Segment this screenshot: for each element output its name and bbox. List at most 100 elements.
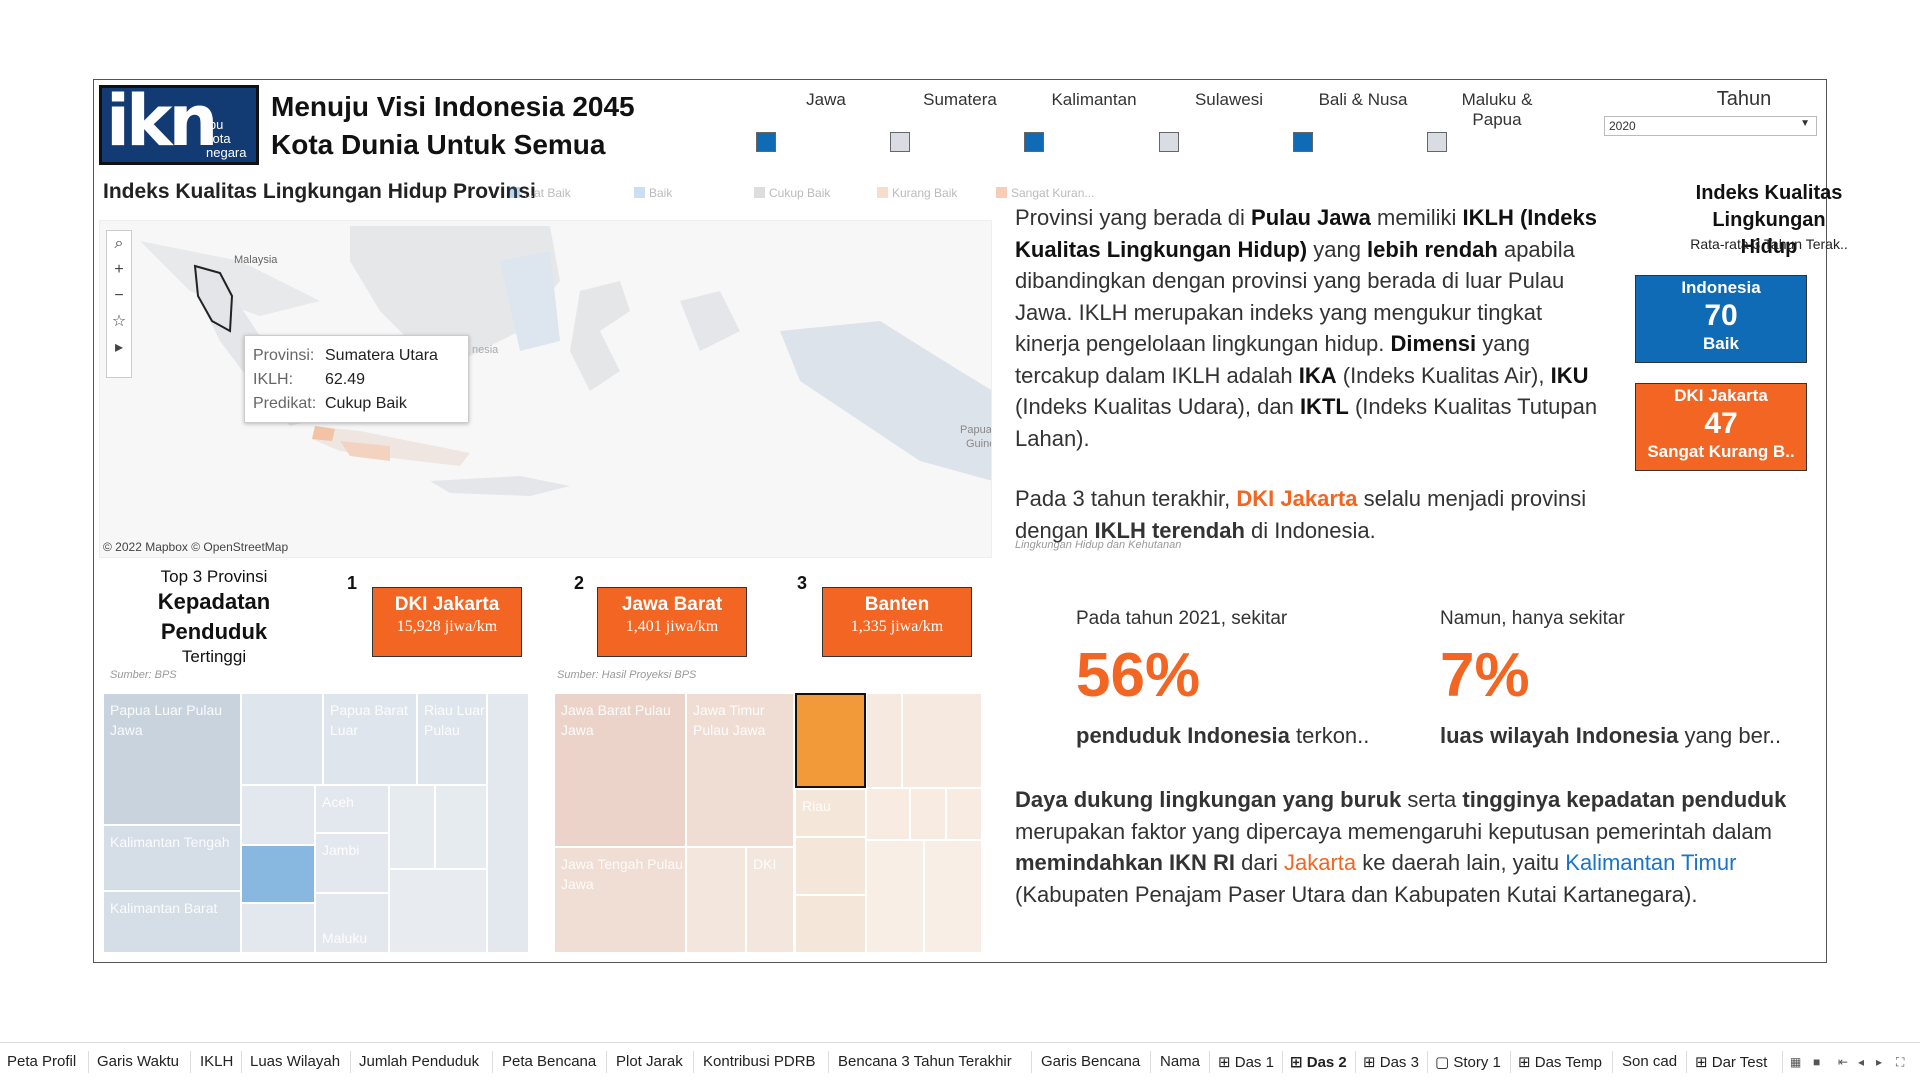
- tab-das-2[interactable]: ⊞ Das 2: [1290, 1054, 1347, 1071]
- treemap-cell[interactable]: [241, 785, 315, 845]
- tab-das-temp[interactable]: ⊞ Das Temp: [1518, 1054, 1602, 1071]
- dashboard-title: Menuju Visi Indonesia 2045 Kota Dunia Un…: [271, 91, 635, 160]
- treemap-cell[interactable]: [902, 693, 982, 788]
- treemap-cell[interactable]: [389, 869, 487, 953]
- region-toggle-kalimantan[interactable]: [1024, 132, 1044, 152]
- tab-dar-test[interactable]: ⊞ Dar Test: [1695, 1054, 1768, 1071]
- legend-item: Sangat Kuran...: [996, 186, 1094, 200]
- treemap-cell[interactable]: [910, 788, 946, 840]
- filmstrip-icon[interactable]: ■: [1813, 1055, 1821, 1069]
- treemap-cell[interactable]: Jawa Tengah Pulau Jawa: [554, 847, 686, 953]
- iklh-panel-subtitle: Rata-rata 3 Tahun Terak..: [1690, 236, 1848, 252]
- legend-item: Cukup Baik: [754, 186, 830, 200]
- tab-peta-bencana[interactable]: Peta Bencana: [502, 1053, 597, 1070]
- treemap-cell[interactable]: [241, 903, 315, 953]
- tab-plot-jarak[interactable]: Plot Jarak: [616, 1053, 683, 1070]
- region-toggle-sulawesi[interactable]: [1159, 132, 1179, 152]
- treemap-cell[interactable]: Papua Luar Pulau Jawa: [103, 693, 241, 825]
- legend-item: Kurang Baik: [877, 186, 957, 200]
- year-select[interactable]: 2020 ▼: [1604, 116, 1817, 136]
- stat-1-description: penduduk Indonesia terkon..: [1076, 723, 1370, 748]
- treemap-cell[interactable]: Maluku: [315, 893, 389, 953]
- pin-icon[interactable]: ☆: [111, 313, 127, 330]
- iklh-panel-title: Indeks Kualitas Lingkungan Hidup: [1695, 182, 1843, 258]
- scroll-right-icon[interactable]: ▸: [1876, 1055, 1883, 1069]
- stat-1-label: Pada tahun 2021, sekitar: [1076, 608, 1288, 629]
- region-label-sulawesi: Sulawesi: [1194, 90, 1264, 109]
- tab-peta-profil[interactable]: Peta Profil: [7, 1053, 77, 1070]
- treemap-cell[interactable]: Kalimantan Tengah: [103, 825, 241, 891]
- treemap-cell[interactable]: [924, 840, 982, 953]
- treemap-cell[interactable]: [686, 847, 746, 953]
- tab-iklh[interactable]: IKLH: [200, 1053, 234, 1070]
- treemap-right-source: Sumber: Hasil Proyeksi BPS: [557, 669, 697, 681]
- treemap-cell[interactable]: [795, 837, 866, 895]
- ikn-logo: ikn ibu kota negara: [99, 80, 259, 165]
- tab-kontribusi-pdrb[interactable]: Kontribusi PDRB: [703, 1053, 816, 1070]
- map-tooltip: Provinsi: Sumatera Utara IKLH: 62.49 Predi…: [244, 335, 469, 423]
- zoom-in-icon[interactable]: +: [114, 261, 124, 278]
- region-label-sumatera: Sumatera: [923, 90, 997, 109]
- play-icon[interactable]: ▸: [114, 339, 124, 356]
- top3-card-1: DKI Jakarta 15,928 jiwa/km: [372, 587, 522, 657]
- tab-garis-waktu[interactable]: Garis Waktu: [97, 1053, 179, 1070]
- treemap-cell[interactable]: [389, 785, 435, 869]
- treemap-cell[interactable]: [795, 895, 866, 953]
- region-toggle-maluku-papua[interactable]: [1427, 132, 1447, 152]
- map-label-malaysia: Malaysia: [234, 254, 278, 266]
- stat-2-label: Namun, hanya sekitar: [1440, 608, 1625, 629]
- tab-das-3[interactable]: ⊞ Das 3: [1363, 1054, 1419, 1071]
- treemap-cell[interactable]: DKI: [746, 847, 794, 953]
- region-toggle-jawa[interactable]: [756, 132, 776, 152]
- treemap-cell[interactable]: Papua Barat Luar: [323, 693, 417, 785]
- top3-title: Top 3 Provinsi Kepadatan Penduduk Tertin…: [157, 567, 271, 666]
- treemap-cell[interactable]: Jambi: [315, 833, 389, 893]
- tab-bencana-3-tahun[interactable]: Bencana 3 Tahun Terakhir: [838, 1053, 1012, 1070]
- region-label-bali-nusa: Bali & Nusa: [1318, 90, 1408, 109]
- treemap-cell[interactable]: [866, 693, 902, 788]
- search-icon[interactable]: ⌕: [114, 235, 124, 252]
- treemap-right[interactable]: Jawa Barat Pulau Jawa Jawa Timur Pulau J…: [554, 693, 982, 953]
- treemap-cell[interactable]: Riau Luar Pulau: [417, 693, 487, 785]
- region-toggle-bali-nusa[interactable]: [1293, 132, 1313, 152]
- stat-1-value: 56%: [1076, 641, 1201, 710]
- treemap-cell[interactable]: [241, 693, 323, 785]
- top3-card-3: Banten 1,335 jiwa/km: [822, 587, 972, 657]
- treemap-left[interactable]: Papua Luar Pulau Jawa Kalimantan Tengah …: [103, 693, 529, 953]
- tab-son-cad[interactable]: Son cad: [1622, 1053, 1678, 1070]
- treemap-cell[interactable]: [946, 788, 982, 840]
- tab-luas-wilayah[interactable]: Luas Wilayah: [250, 1053, 341, 1070]
- treemap-cell[interactable]: [487, 693, 529, 953]
- grid-view-icon[interactable]: ▦: [1790, 1055, 1802, 1069]
- zoom-out-icon[interactable]: −: [114, 287, 124, 304]
- tab-das-1[interactable]: ⊞ Das 1: [1218, 1054, 1274, 1071]
- region-toggle-sumatera[interactable]: [890, 132, 910, 152]
- scroll-left-icon[interactable]: ◂: [1858, 1055, 1865, 1069]
- treemap-cell-highlight[interactable]: [241, 845, 315, 903]
- iklh-map[interactable]: Malaysia nesia Papua N Guine: [99, 220, 992, 558]
- treemap-cell[interactable]: Riau: [795, 789, 866, 837]
- treemap-cell[interactable]: [866, 840, 924, 953]
- tab-jumlah-penduduk[interactable]: Jumlah Penduduk: [359, 1053, 480, 1070]
- top3-card-2: Jawa Barat 1,401 jiwa/km: [597, 587, 747, 657]
- treemap-cell[interactable]: Aceh: [315, 785, 389, 833]
- treemap-cell[interactable]: [435, 785, 487, 869]
- treemap-cell[interactable]: Jawa Timur Pulau Jawa: [686, 693, 794, 847]
- treemap-cell[interactable]: Kalimantan Barat: [103, 891, 241, 953]
- fullscreen-icon[interactable]: ⛶: [1896, 1055, 1905, 1069]
- legend-item: ...at Baik: [509, 186, 571, 200]
- logo-caption: ibu kota negara: [206, 117, 247, 160]
- treemap-cell-selected[interactable]: [795, 693, 866, 788]
- treemap-cell[interactable]: [866, 788, 910, 840]
- map-controls: ⌕ + − ☆ ▸: [106, 230, 132, 378]
- iklh-source-note: Lingkungan Hidup dan Kehutanan: [1015, 539, 1182, 551]
- stat-2-description: luas wilayah Indonesia yang ber..: [1440, 723, 1782, 748]
- tab-garis-bencana[interactable]: Garis Bencana: [1041, 1053, 1141, 1070]
- treemap-cell[interactable]: Jawa Barat Pulau Jawa: [554, 693, 686, 847]
- tab-story-1[interactable]: ▢ Story 1: [1435, 1054, 1501, 1071]
- rank-number: 3: [797, 573, 808, 593]
- chevron-down-icon: ▼: [1800, 118, 1810, 129]
- scroll-first-icon[interactable]: ⇤: [1838, 1055, 1849, 1069]
- tab-nama[interactable]: Nama: [1160, 1053, 1201, 1070]
- iklh-card-dki-jakarta: DKI Jakarta 47 Sangat Kurang B..: [1635, 383, 1807, 471]
